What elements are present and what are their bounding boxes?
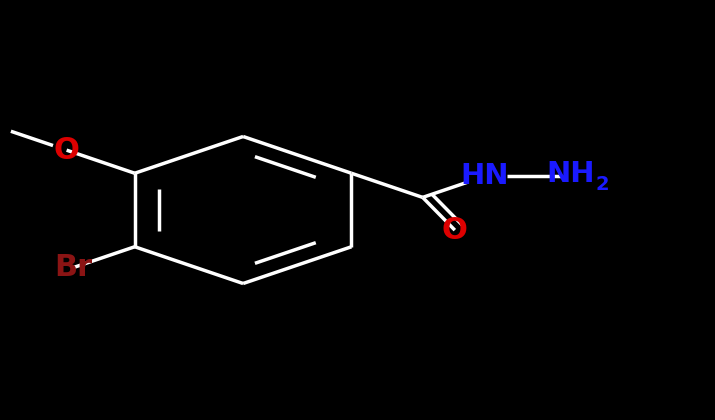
Text: Br: Br — [54, 253, 92, 282]
Text: NH: NH — [546, 160, 595, 188]
Text: HN: HN — [460, 163, 509, 190]
Text: O: O — [442, 215, 468, 244]
Text: 2: 2 — [595, 175, 608, 194]
Text: O: O — [54, 136, 79, 165]
